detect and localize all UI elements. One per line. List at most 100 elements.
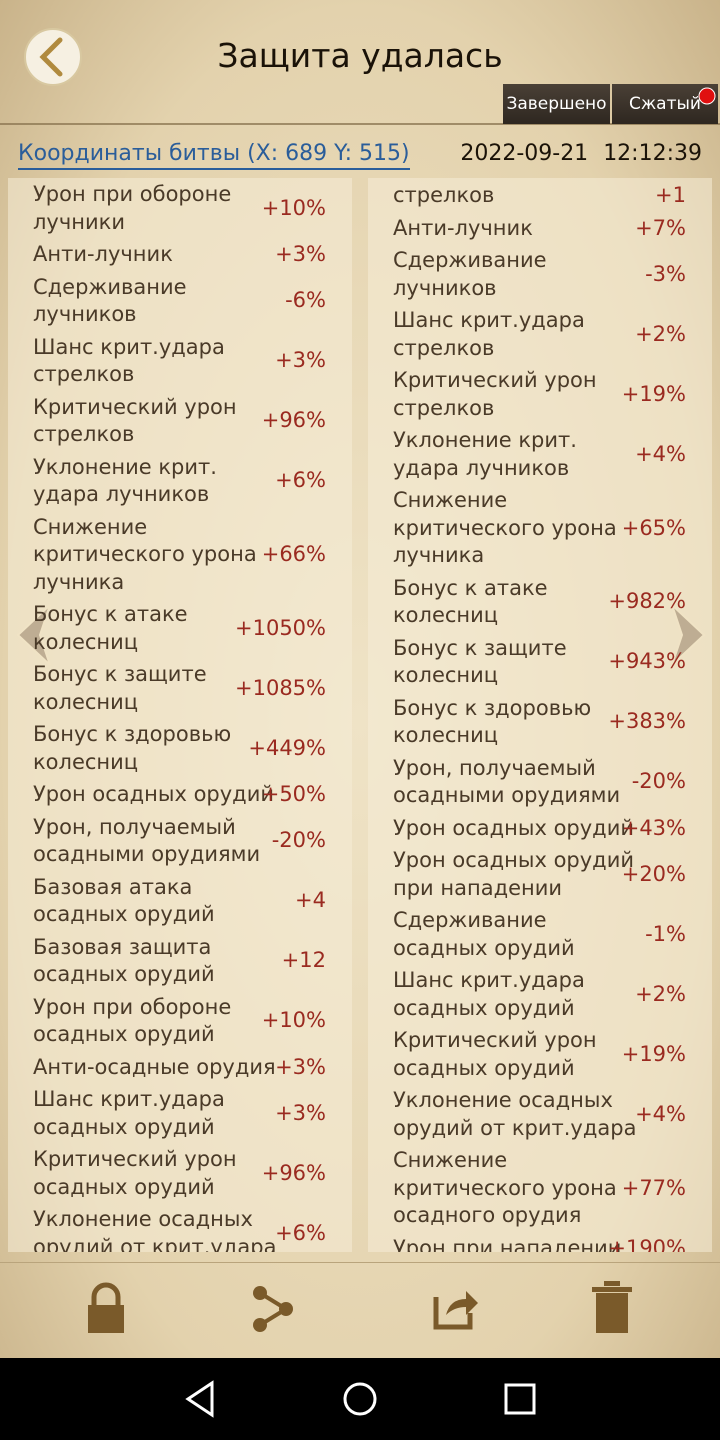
stat-label: Критический урон — [33, 394, 237, 419]
stat-label: Анти-осадные орудия — [33, 1054, 276, 1079]
stat-label: Анти-лучник — [393, 215, 533, 240]
stat-label: Базовая защита — [33, 934, 212, 959]
stat-label: Бонус к защите — [33, 662, 207, 686]
date: 2022-09-21 — [460, 141, 589, 166]
stat-value: +10% — [261, 195, 326, 220]
stat-value: +77% — [621, 1175, 686, 1200]
stat-value: +96% — [261, 408, 326, 433]
stat-label: лучника — [393, 543, 485, 567]
stat-label: Уклонение крит. — [33, 454, 217, 479]
stats-column: стрелков +1 Анти-лучник +7% Сдерживание лучни… — [368, 178, 712, 1252]
stat-value: +449% — [248, 735, 326, 760]
stat-label: Сдерживание — [33, 274, 187, 299]
stat-label: удара лучников — [33, 482, 210, 506]
stat-label: орудий от крит.удара — [393, 1115, 637, 1140]
stat-label: лучника — [33, 569, 125, 594]
stat-label: колесниц — [33, 629, 139, 654]
stat-value: +2% — [635, 321, 686, 346]
stat-label: Шанс крит.удара — [393, 968, 585, 992]
lock-icon[interactable] — [88, 1282, 124, 1333]
export-icon[interactable] — [433, 1291, 478, 1330]
stat-value: +43% — [621, 815, 686, 840]
back-button[interactable] — [24, 28, 82, 86]
stat-value: +4% — [635, 1101, 686, 1126]
stat-label: Бонус к защите — [393, 635, 567, 660]
stat-label: лучников — [393, 275, 497, 300]
stat-value: +1050% — [235, 615, 326, 640]
stat-label: Критический урон — [393, 1028, 597, 1052]
stat-value: +19% — [621, 381, 686, 406]
stat-label: осадных орудий — [33, 1114, 215, 1139]
stat-label: колесниц — [33, 749, 139, 774]
stat-value: +2% — [635, 981, 686, 1006]
share-icon[interactable] — [253, 1286, 293, 1332]
stat-label: лучники — [33, 209, 125, 234]
stat-value: -6% — [285, 288, 326, 313]
stat-value: +190% — [608, 1235, 686, 1253]
stat-label: стрелков — [33, 422, 135, 446]
trash-icon[interactable] — [592, 1281, 632, 1333]
stats-column: Урон при обороне лучники +10% Анти-лучник +3… — [8, 178, 352, 1252]
stat-label: колесниц — [393, 723, 499, 747]
stat-label: при нападении — [393, 875, 563, 900]
stat-label: стрелков — [393, 395, 495, 420]
stat-label: Снижение — [33, 514, 148, 539]
stat-value: +982% — [608, 589, 686, 614]
stat-label: критического урона — [33, 542, 257, 566]
stat-label: орудий от крит.удара — [33, 1234, 277, 1253]
nav-recents[interactable] — [504, 1383, 536, 1415]
stat-value: +50% — [261, 782, 326, 806]
stat-value: +3% — [275, 242, 326, 266]
stat-label: Бонус к здоровью — [393, 695, 592, 720]
stat-label: Бонус к атаке — [33, 602, 188, 626]
stat-value: +3% — [275, 348, 326, 373]
stat-label: Урон осадных орудий — [33, 782, 274, 806]
stat-label: Критический урон — [33, 1147, 237, 1171]
stat-label: Анти-лучник — [33, 242, 173, 266]
stat-value: -20% — [271, 828, 326, 853]
coordinates-link[interactable]: Координаты битвы (X: 689 Y: 515) — [18, 140, 410, 170]
stat-value: +65% — [621, 515, 686, 540]
stat-label: Снижение — [393, 1148, 508, 1172]
stat-value: +4% — [635, 441, 686, 466]
nav-home[interactable] — [343, 1382, 377, 1416]
stat-value: +96% — [261, 1160, 326, 1185]
stat-label: стрелков — [393, 183, 495, 207]
stat-value: +7% — [635, 215, 686, 240]
stat-label: Шанс крит.удара — [33, 1087, 225, 1111]
nav-back[interactable] — [185, 1380, 214, 1418]
stat-label: колесниц — [393, 663, 499, 687]
datetime: 2022-09-21 12:12:39 — [460, 140, 702, 168]
stat-value: +12 — [281, 948, 326, 973]
stat-value: +19% — [621, 1041, 686, 1066]
stat-label: Шанс крит.удара — [33, 334, 225, 359]
badge — [698, 87, 716, 105]
stat-label: Урон, получаемый — [33, 814, 236, 839]
stat-value: +1085% — [235, 675, 326, 700]
time: 12:12:39 — [603, 141, 702, 166]
stat-label: лучников — [33, 302, 137, 326]
stat-value: -3% — [645, 261, 686, 286]
stat-value: -20% — [631, 769, 686, 794]
stat-value: +6% — [275, 468, 326, 493]
tab-button[interactable]: Завершено — [503, 84, 610, 124]
stat-value: +1 — [655, 183, 686, 207]
stat-label: Снижение — [393, 488, 508, 512]
stat-label: осадного орудия — [393, 1203, 582, 1227]
stat-value: +3% — [275, 1100, 326, 1125]
stat-value: +943% — [608, 649, 686, 674]
stat-label: осадных орудий — [393, 1055, 575, 1080]
stat-label: осадных орудий — [33, 1174, 215, 1199]
stat-label: критического урона — [393, 1175, 617, 1200]
stat-label: критического урона — [393, 515, 617, 540]
stat-value: +4 — [295, 888, 326, 913]
stat-label: Уклонение осадных — [393, 1088, 613, 1112]
toolbar — [0, 1262, 720, 1333]
stat-label: Бонус к здоровью — [33, 722, 232, 746]
stat-label: Критический урон — [393, 368, 597, 392]
title: Защита удалась — [217, 36, 503, 75]
stat-value: +66% — [261, 542, 326, 566]
tab-button[interactable]: Сжатый — [612, 84, 718, 124]
stat-label: осадных орудий — [393, 935, 575, 960]
